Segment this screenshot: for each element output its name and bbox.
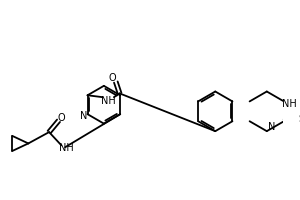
Text: S: S: [298, 114, 300, 124]
Text: NH: NH: [282, 99, 297, 109]
Text: N: N: [268, 122, 275, 132]
Text: O: O: [58, 113, 65, 123]
Text: N: N: [80, 111, 87, 121]
Text: NH: NH: [59, 143, 74, 153]
Text: O: O: [108, 73, 116, 83]
Text: NH: NH: [101, 96, 116, 106]
